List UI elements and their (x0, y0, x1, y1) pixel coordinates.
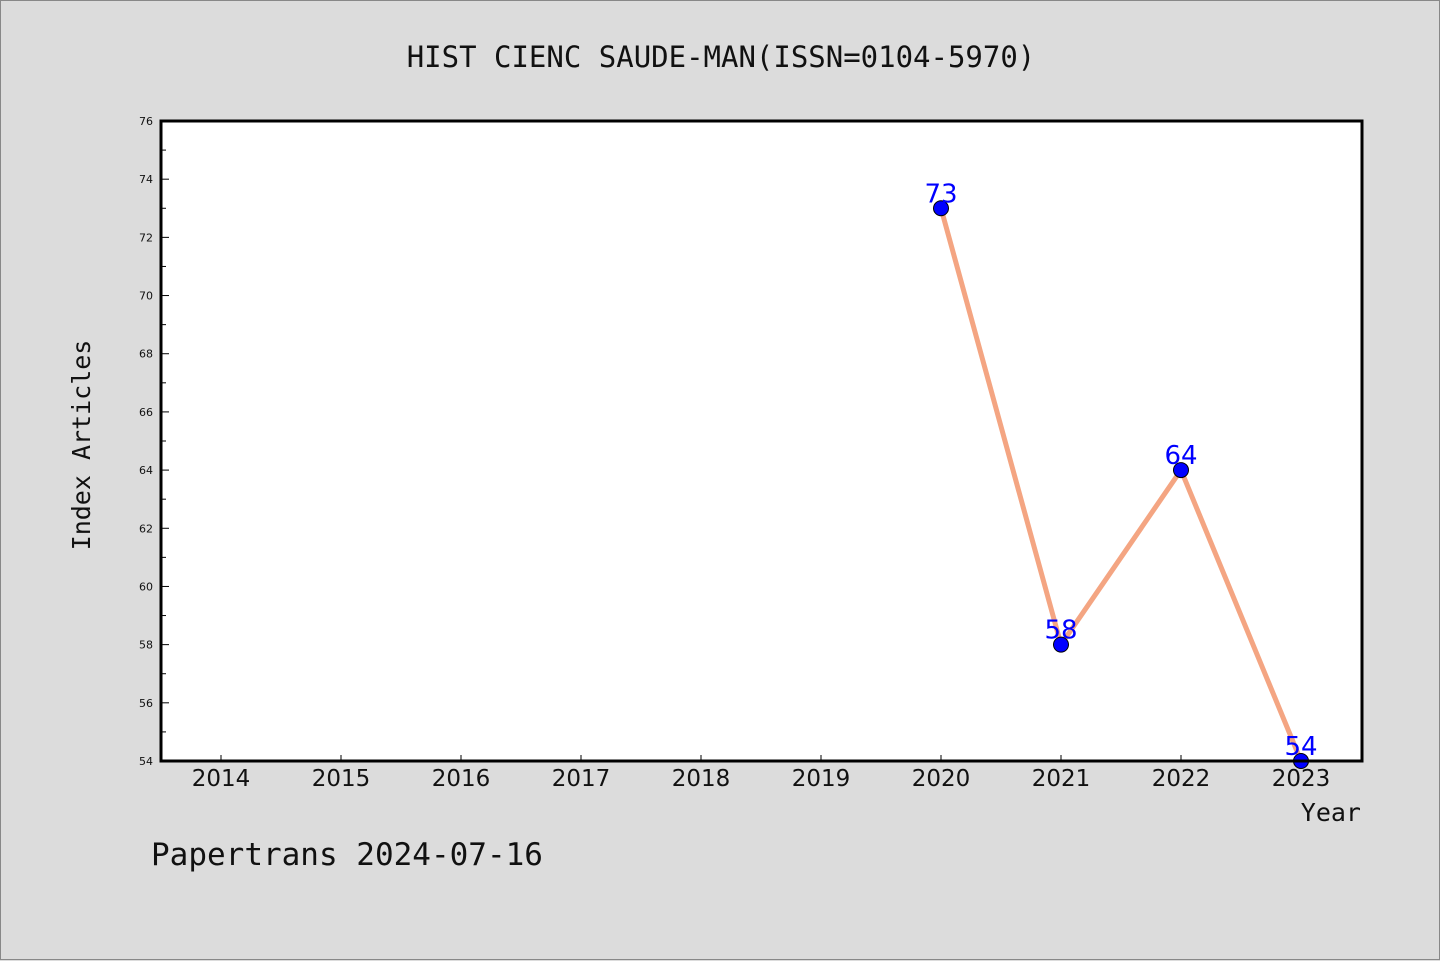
y-axis-label: Index Articles (67, 340, 96, 551)
plot-area (161, 121, 1362, 761)
y-tick-label: 66 (139, 406, 153, 419)
footer-stamp: Papertrans 2024-07-16 (151, 837, 543, 873)
y-tick-label: 70 (139, 290, 153, 303)
y-tick-label: 54 (139, 755, 153, 768)
data-label: 58 (1044, 616, 1077, 646)
data-label: 64 (1164, 441, 1197, 471)
plot-frame (159, 119, 1364, 763)
y-axis: 54 56 58 60 62 64 66 68 70 72 74 76 (139, 115, 169, 768)
x-tick-label: 2020 (912, 766, 971, 792)
x-tick-label: 2015 (312, 766, 371, 792)
data-point (1173, 462, 1189, 479)
y-tick-label: 68 (139, 348, 153, 361)
x-tick-label: 2019 (792, 766, 851, 792)
y-tick-label: 58 (139, 639, 153, 652)
x-tick-label: 2021 (1032, 766, 1091, 792)
y-tick-label: 62 (139, 522, 153, 535)
x-tick-label: 2023 (1272, 766, 1331, 792)
y-tick-label: 60 (139, 580, 153, 593)
data-label: 54 (1284, 732, 1317, 762)
x-tick-label: 2014 (192, 766, 251, 792)
series-line (938, 205, 1304, 764)
x-tick-label: 2017 (552, 766, 611, 792)
y-tick-label: 56 (139, 697, 153, 710)
x-axis-label: Year (1301, 798, 1361, 827)
data-point (1053, 636, 1069, 653)
data-label: 73 (924, 179, 957, 209)
y-tick-label: 64 (139, 464, 153, 477)
data-point (933, 200, 949, 217)
x-tick-label: 2016 (432, 766, 491, 792)
y-tick-label: 76 (139, 115, 153, 128)
y-tick-label: 72 (139, 231, 153, 244)
series-layer: 73 58 64 54 (924, 179, 1318, 769)
x-axis: 2014 2015 2016 2017 2018 2019 2020 2021 2022 2023 (192, 755, 1331, 792)
chart-title: HIST CIENC SAUDE-MAN(ISSN=0104-5970) (407, 40, 1036, 74)
x-tick-label: 2018 (672, 766, 731, 792)
x-tick-label: 2022 (1152, 766, 1211, 792)
y-tick-label: 74 (139, 173, 153, 186)
